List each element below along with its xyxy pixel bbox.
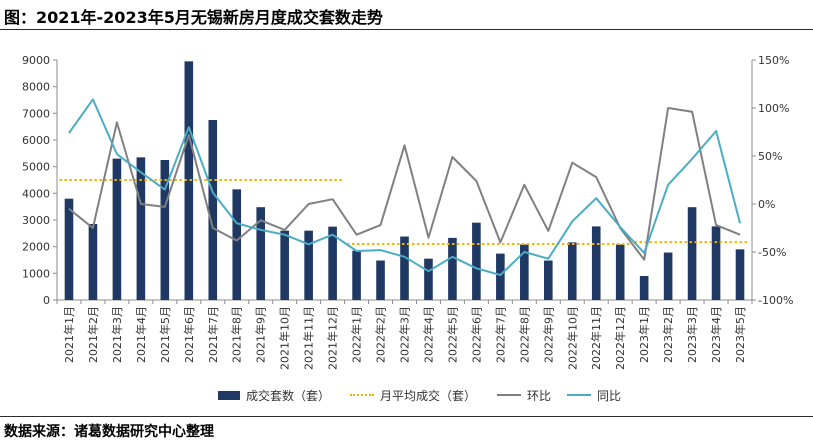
bar [256, 207, 266, 300]
left-tick-label: 8000 [22, 81, 50, 94]
legend-item-yoy: 同比 [567, 385, 621, 405]
legend-label-avg: 月平均成交（套） [380, 388, 477, 403]
legend-swatch-yoy [567, 394, 591, 396]
x-tick-label: 2021年6月 [182, 306, 196, 363]
left-tick-label: 7000 [22, 107, 50, 120]
x-tick-label: 2023年3月 [685, 306, 699, 363]
x-tick-label: 2022年4月 [421, 306, 435, 363]
bar [615, 244, 625, 300]
bar [448, 237, 457, 300]
title-bar: 图：2021年-2023年5月无锡新房月度成交套数走势 [0, 0, 813, 30]
bar [280, 230, 289, 300]
left-tick-label: 4000 [22, 187, 50, 200]
bar [735, 249, 745, 300]
x-tick-label: 2021年1月 [62, 306, 76, 363]
left-tick-label: 3000 [22, 214, 50, 227]
bar [687, 207, 697, 300]
x-tick-label: 2022年11月 [589, 306, 603, 370]
x-tick-label: 2021年3月 [110, 306, 124, 363]
bar [304, 230, 313, 300]
legend-swatch-mom [497, 394, 521, 396]
bar [543, 260, 553, 300]
left-tick-label: 6000 [22, 134, 50, 147]
bar [567, 242, 577, 300]
bar [160, 160, 170, 300]
right-tick-label: -50% [758, 246, 786, 259]
x-tick-label: 2022年5月 [445, 306, 459, 363]
bar [64, 198, 74, 300]
right-tick-label: 150% [758, 54, 789, 67]
bar [711, 226, 721, 300]
left-tick-label: 0 [43, 294, 50, 307]
bar [208, 120, 218, 300]
legend-item-bar: 成交套数（套） [218, 385, 330, 405]
x-tick-label: 2022年1月 [350, 306, 364, 363]
bar [112, 158, 122, 300]
bar [184, 61, 194, 300]
chart-area: 0 1000 2000 3000 4000 5000 6000 7000 8000 9000 -10… [22, 54, 793, 370]
mom-line [68, 107, 741, 261]
bar [88, 224, 98, 300]
x-tick-label: 2023年2月 [661, 306, 675, 363]
legend-label-mom: 环比 [527, 388, 552, 403]
x-tick-label: 2021年2月 [86, 306, 100, 363]
legend-item-avg: 月平均成交（套） [350, 385, 476, 405]
x-tick-label: 2021年10月 [278, 306, 292, 370]
x-tick-label: 2022年8月 [517, 306, 531, 363]
bar [639, 276, 649, 300]
bar [136, 157, 146, 300]
left-tick-label: 5000 [22, 161, 50, 174]
bar [496, 253, 505, 300]
x-tick-label: 2021年8月 [230, 306, 244, 363]
x-tick-label: 2023年1月 [637, 306, 651, 363]
bar [591, 226, 601, 300]
legend-label-bar: 成交套数（套） [246, 388, 331, 403]
legend: 成交套数（套） 月平均成交（套） 环比 同比 [0, 385, 813, 405]
x-tick-label: 2021年11月 [302, 306, 316, 370]
legend-swatch-avg [350, 394, 374, 396]
bar [424, 258, 433, 300]
legend-swatch-bar [218, 390, 240, 400]
x-tick-label: 2023年5月 [733, 306, 747, 363]
chart-title: 图：2021年-2023年5月无锡新房月度成交套数走势 [4, 8, 383, 27]
bar [328, 226, 337, 300]
bar [520, 244, 529, 300]
x-tick-label: 2022年9月 [541, 306, 555, 363]
x-tick-label: 2021年5月 [158, 306, 172, 363]
x-tick-label: 2022年7月 [493, 306, 507, 363]
left-tick-label: 9000 [22, 54, 50, 67]
right-tick-label: 100% [758, 102, 789, 115]
left-tick-label: 2000 [22, 241, 50, 254]
x-tick-label: 2022年10月 [565, 306, 579, 370]
bar [352, 250, 361, 300]
right-tick-label: 0% [758, 198, 775, 211]
x-tick-label: 2022年3月 [398, 306, 412, 363]
x-tick-label: 2021年7月 [206, 306, 220, 363]
legend-label-yoy: 同比 [597, 388, 622, 403]
bar [400, 236, 409, 300]
bar [663, 252, 673, 300]
bar [472, 222, 481, 300]
bar [232, 189, 242, 300]
x-tick-label: 2023年4月 [709, 306, 723, 363]
bar [376, 260, 385, 300]
legend-item-mom: 环比 [497, 385, 551, 405]
x-tick-label: 2021年4月 [134, 306, 148, 363]
source-note: 数据来源：诸葛数据研究中心整理 [4, 424, 214, 440]
x-tick-label: 2022年12月 [613, 306, 627, 370]
x-tick-label: 2022年6月 [469, 306, 483, 363]
x-tick-label: 2022年2月 [374, 306, 388, 363]
footer-bar: 数据来源：诸葛数据研究中心整理 [0, 416, 813, 441]
x-tick-label: 2021年9月 [254, 306, 268, 363]
right-tick-label: 50% [758, 150, 782, 163]
right-tick-label: -100% [758, 294, 793, 307]
x-tick-label: 2021年12月 [326, 306, 340, 370]
left-tick-label: 1000 [22, 267, 50, 280]
